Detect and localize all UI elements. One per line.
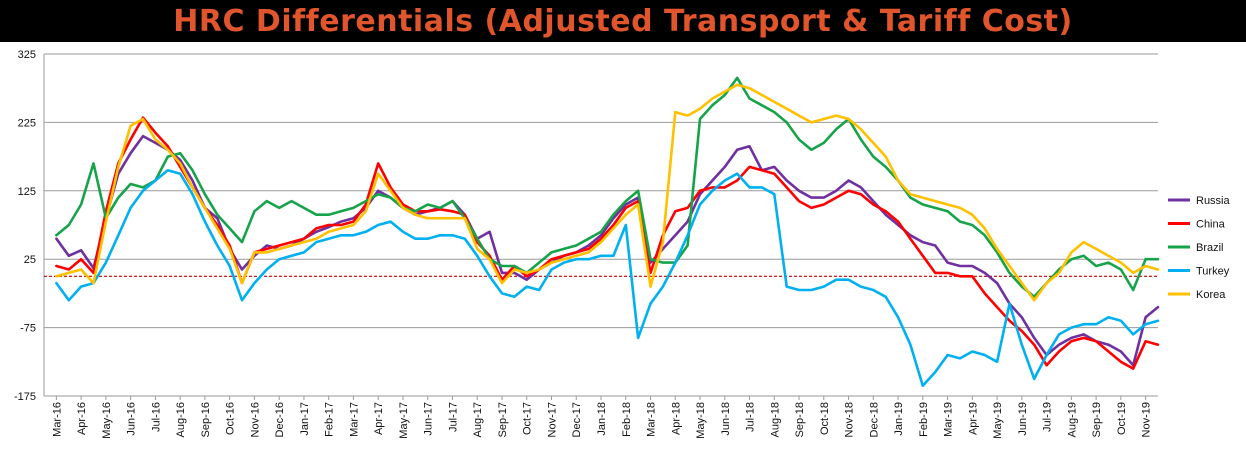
x-tick-label: Jul-16 [150, 402, 162, 432]
x-tick-label: Nov-18 [844, 402, 856, 437]
x-axis-ticks: Mar-16 Apr-16 May-16 Jun-16 Jul-16 Aug-16 Sep-… [51, 396, 1153, 439]
x-tick-label: Sep-16 [200, 402, 212, 437]
x-tick-label: Apr-16 [76, 402, 88, 435]
legend-label-korea: Korea [1196, 289, 1226, 301]
y-tick-label: 125 [18, 186, 36, 198]
x-tick-label: Jun-19 [1017, 402, 1029, 436]
x-tick-label: Sep-17 [497, 402, 509, 437]
x-tick-label: Oct-18 [819, 402, 831, 435]
legend-label-turkey: Turkey [1196, 266, 1230, 278]
x-tick-label: Jul-19 [1042, 402, 1054, 432]
x-tick-label: Nov-19 [1141, 402, 1153, 437]
x-tick-label: Dec-18 [868, 402, 880, 437]
legend-label-russia: Russia [1196, 195, 1231, 207]
y-tick-label: -175 [14, 391, 36, 403]
x-tick-label: Apr-17 [373, 402, 385, 435]
x-tick-label: Jan-19 [893, 402, 905, 436]
x-tick-label: May-19 [992, 402, 1004, 439]
x-tick-label: Jan-18 [596, 402, 608, 436]
y-tick-label: 25 [24, 254, 36, 266]
legend-label-china: China [1196, 219, 1226, 231]
series-line-turkey [55, 169, 1160, 388]
x-tick-label: Jun-18 [720, 402, 732, 436]
x-tick-label: Aug-18 [769, 402, 781, 437]
x-tick-label: Aug-17 [472, 402, 484, 437]
x-tick-label: Feb-19 [918, 402, 930, 437]
x-tick-label: Feb-17 [324, 402, 336, 437]
x-tick-label: Jun-16 [126, 402, 138, 436]
x-tick-label: May-18 [695, 402, 707, 439]
x-tick-label: Feb-18 [621, 402, 633, 437]
x-tick-label: Nov-16 [249, 402, 261, 437]
x-tick-label: May-17 [398, 402, 410, 439]
x-tick-label: Sep-19 [1091, 402, 1103, 437]
y-tick-label: 225 [18, 117, 36, 129]
chart-title: HRC Differentials (Adjusted Transport & … [0, 0, 1246, 42]
y-tick-label: -75 [20, 323, 36, 335]
x-tick-label: Oct-17 [522, 402, 534, 435]
x-tick-label: Oct-16 [225, 402, 237, 435]
series-line-russia [55, 134, 1160, 367]
x-tick-label: Dec-16 [274, 402, 286, 437]
x-tick-label: Mar-19 [943, 402, 955, 437]
legend-label-brazil: Brazil [1196, 242, 1224, 254]
x-tick-label: Mar-16 [51, 402, 63, 437]
x-tick-label: Mar-18 [646, 402, 658, 437]
x-tick-label: Jul-17 [447, 402, 459, 432]
legend: Russia China Brazil Turkey Korea [1168, 195, 1231, 301]
gridlines [43, 53, 1158, 397]
x-tick-label: Sep-18 [794, 402, 806, 437]
x-tick-label: Dec-17 [571, 402, 583, 437]
x-tick-label: Oct-19 [1116, 402, 1128, 435]
series-lines [55, 76, 1160, 388]
series-line-brazil [55, 76, 1160, 299]
x-tick-label: Nov-17 [546, 402, 558, 437]
x-tick-label: Jun-17 [423, 402, 435, 436]
chart-area: 325 225 125 25 -75 -175 Mar-16 Apr-16 May-16 Jun… [14, 49, 1231, 439]
x-tick-label: Aug-16 [175, 402, 187, 437]
series-line-korea [55, 83, 1160, 302]
x-tick-label: Apr-18 [670, 402, 682, 435]
x-tick-label: May-16 [101, 402, 113, 439]
y-axis-ticks: 325 225 125 25 -75 -175 [14, 49, 36, 403]
x-tick-label: Aug-19 [1066, 402, 1078, 437]
y-tick-label: 325 [18, 49, 36, 61]
x-tick-label: Mar-17 [348, 402, 360, 437]
x-tick-label: Jul-18 [745, 402, 757, 432]
x-tick-label: Apr-19 [967, 402, 979, 435]
x-tick-label: Jan-17 [299, 402, 311, 436]
